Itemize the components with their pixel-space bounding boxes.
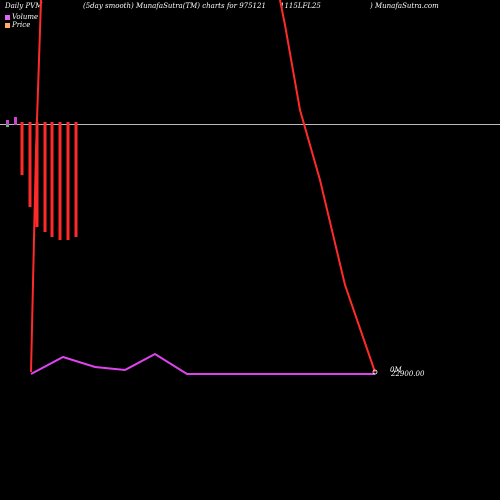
legend: Volume Price [5,13,38,29]
legend-label-price: Price [12,21,31,29]
indicator-bar [14,117,17,125]
volume-bar [74,122,78,237]
price-axis-label: 22900.00 [391,370,425,378]
volume-axis-label: 0M [390,366,402,374]
volume-bar [50,122,54,237]
volume-bar [43,122,47,232]
volume-bar [66,122,70,240]
legend-swatch-volume [5,14,10,20]
legend-label-volume: Volume [12,13,39,21]
header-center: (5day smooth) MunafaSutra(TM) charts for… [83,2,266,10]
legend-item-price: Price [5,21,38,29]
indicator-bar [6,125,9,127]
header-right: ) MunafaSutra.com [370,2,439,10]
volume-bar [28,122,32,207]
end-marker [372,369,378,375]
header-left: Daily PVM [5,2,43,10]
volume-bar [35,122,39,227]
indicator-bar [6,120,9,127]
header-code: 1115LFL25 [280,2,321,10]
pvm-line [30,352,375,375]
legend-swatch-price [5,22,10,28]
legend-item-volume: Volume [5,13,38,21]
volume-bar [58,122,62,240]
volume-bar [20,122,24,175]
price-line [30,0,376,373]
